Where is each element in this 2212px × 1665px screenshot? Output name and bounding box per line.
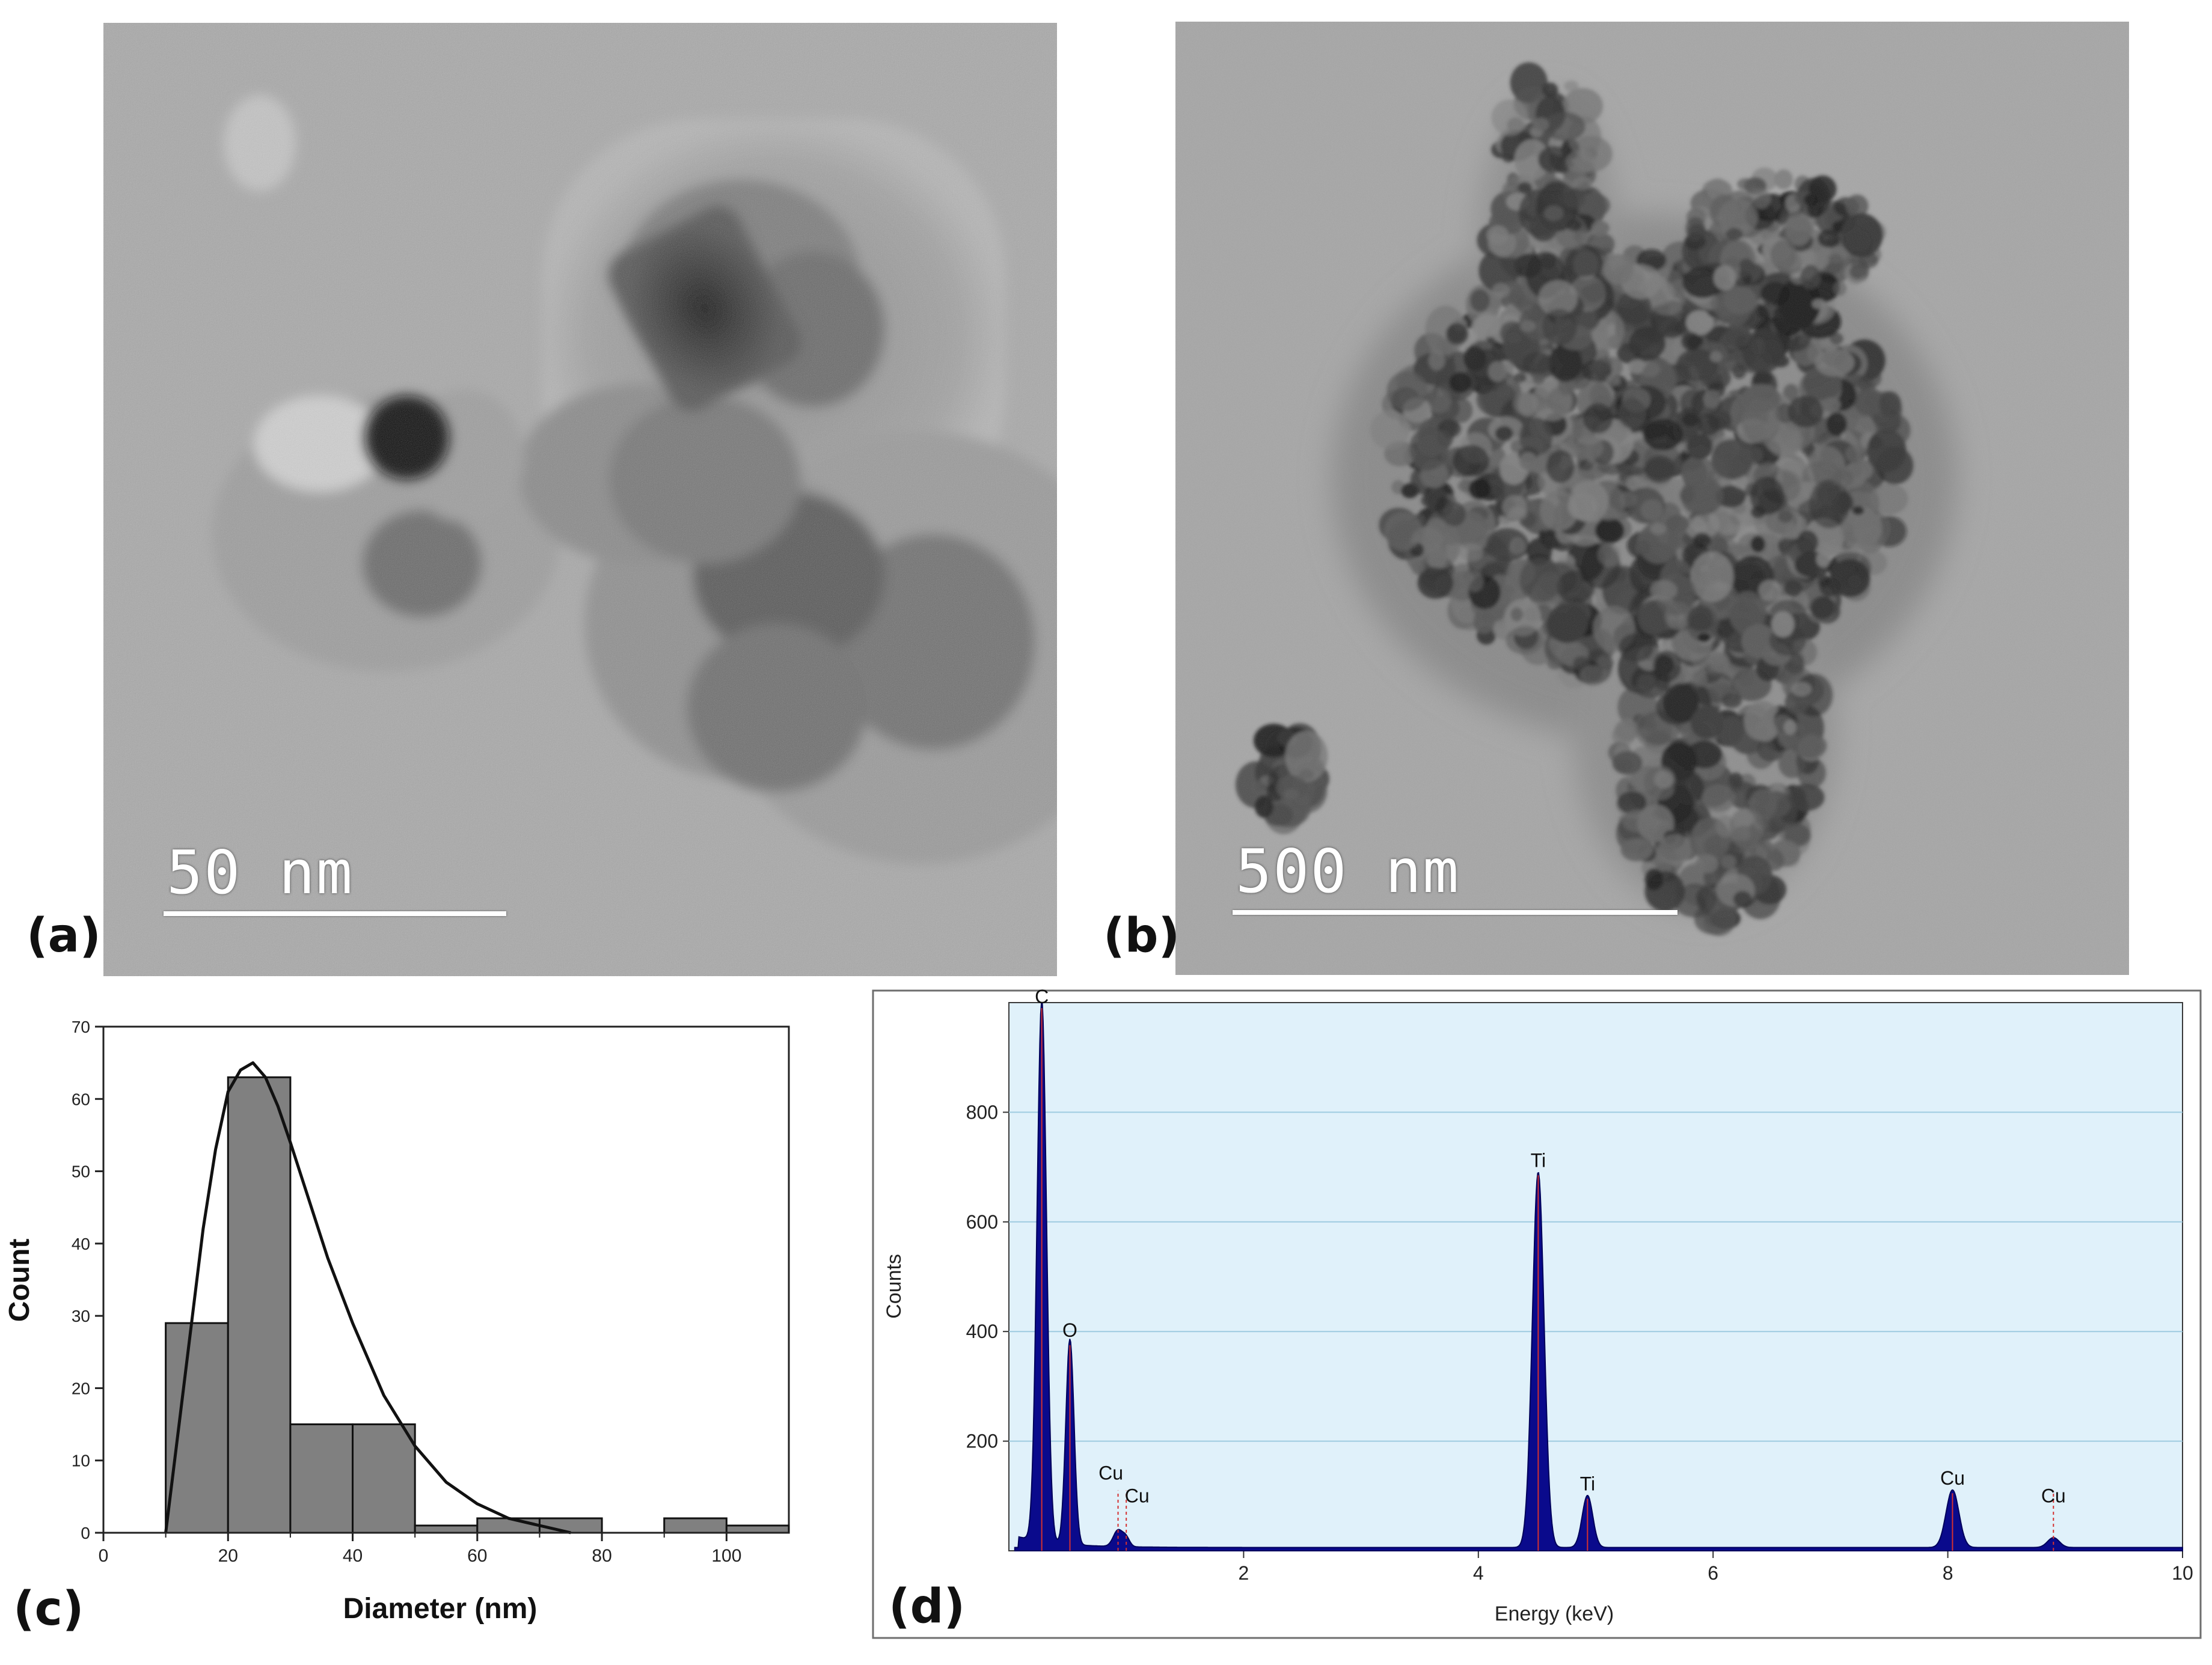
scale-bar-label-b: 500 nm (1236, 836, 1460, 906)
histogram-fit-curve (164, 1061, 571, 1535)
scale-bar-b (1233, 910, 1677, 915)
panel-label-c: (c) (13, 1582, 84, 1636)
eds-y-tick-1: 400 (966, 1321, 998, 1342)
histogram-bar-9 (725, 1524, 790, 1534)
histogram-bar-6 (538, 1517, 603, 1534)
histogram-bar-1 (227, 1076, 292, 1534)
histogram-y-axis-label: Count (4, 1239, 35, 1322)
eds-x-tick-4: 10 (2172, 1562, 2193, 1584)
histogram-y-tick-7: 70 (72, 1018, 90, 1036)
histogram-y-tick-2: 20 (72, 1379, 90, 1398)
histogram-x-tick-5: 100 (711, 1546, 741, 1566)
histogram-y-tick-1: 10 (72, 1452, 90, 1470)
histogram-bar-5 (476, 1517, 541, 1534)
eds-peak-label-3: Cu (1125, 1485, 1150, 1507)
histogram-y-tick-5: 50 (72, 1162, 90, 1181)
eds-peak-label-5: Ti (1580, 1473, 1595, 1494)
eds-peak-label-6: Cu (1940, 1467, 1965, 1489)
histogram-bar-4 (414, 1524, 479, 1534)
tem-image-a-graphic (103, 23, 1057, 976)
panel-label-d: (d) (889, 1580, 966, 1634)
eds-x-tick-1: 4 (1473, 1562, 1484, 1584)
scale-bar-label-a: 50 nm (167, 837, 354, 908)
panel-label-b: (b) (1103, 909, 1180, 963)
eds-x-tick-2: 6 (1708, 1562, 1718, 1584)
eds-spectrum-area (1014, 1002, 2183, 1551)
size-histogram: 0 20 40 60 80 100 0 10 20 30 40 50 60 70 Count Diamet… (4, 1018, 790, 1625)
tem-image-b-graphic (1175, 22, 2129, 975)
histogram-bar-8 (663, 1517, 728, 1534)
eds-y-axis-label: Counts (883, 1254, 905, 1319)
panel-label-a: (a) (26, 909, 101, 963)
eds-peak-label-7: Cu (2041, 1485, 2066, 1507)
tem-image-a: 50 nm (103, 23, 1057, 976)
tem-image-b: 500 nm (1175, 22, 2129, 975)
eds-peak-label-2: Cu (1098, 1462, 1123, 1483)
eds-y-tick-3: 800 (966, 1101, 998, 1123)
histogram-bar-3 (352, 1423, 416, 1534)
eds-y-tick-0: 200 (966, 1431, 998, 1452)
histogram-x-tick-0: 0 (99, 1546, 109, 1566)
histogram-bar-0 (165, 1322, 229, 1534)
eds-peak-label-0: C (1035, 986, 1049, 1007)
eds-x-axis-label: Energy (keV) (1495, 1602, 1614, 1625)
histogram-y-tick-3: 30 (72, 1307, 90, 1325)
scale-bar-a (164, 911, 506, 916)
histogram-x-axis-label: Diameter (nm) (343, 1593, 538, 1625)
eds-plot-area (1008, 1002, 2183, 1551)
eds-y-tick-2: 600 (966, 1211, 998, 1233)
eds-x-tick-0: 2 (1239, 1562, 1249, 1584)
histogram-y-tick-0: 0 (81, 1524, 90, 1542)
histogram-x-tick-3: 60 (467, 1546, 487, 1566)
histogram-x-tick-1: 20 (218, 1546, 238, 1566)
eds-x-tick-3: 8 (1943, 1562, 1953, 1584)
histogram-bar-2 (289, 1423, 354, 1534)
histogram-x-tick-4: 80 (592, 1546, 611, 1566)
histogram-y-tick-6: 60 (72, 1090, 90, 1108)
eds-peak-label-4: Ti (1531, 1149, 1546, 1171)
eds-peak-label-1: O (1062, 1319, 1077, 1341)
histogram-x-tick-2: 40 (343, 1546, 363, 1566)
histogram-y-tick-4: 40 (72, 1235, 90, 1253)
